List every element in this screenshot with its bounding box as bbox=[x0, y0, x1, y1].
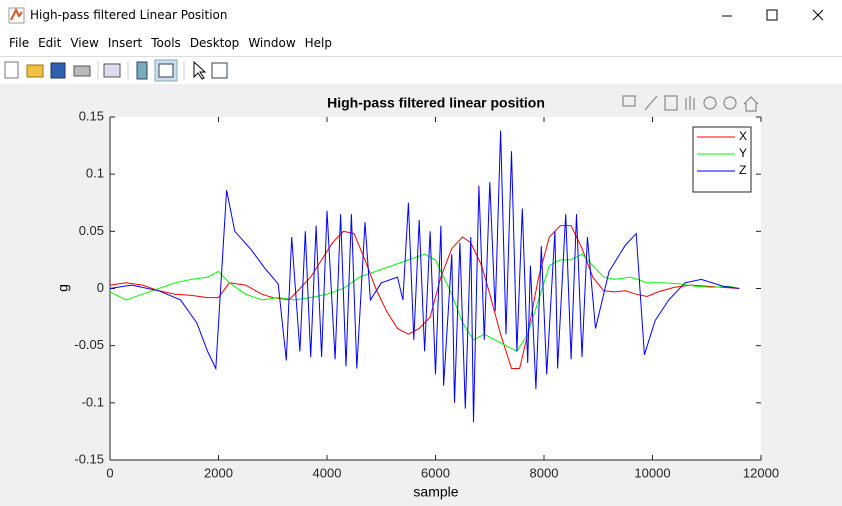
save-icon[interactable] bbox=[50, 62, 66, 79]
menu-item[interactable]: Insert bbox=[107, 36, 143, 50]
y-axis-label: g bbox=[55, 284, 71, 292]
axes-toolbar bbox=[622, 95, 759, 112]
toolbar bbox=[0, 56, 842, 85]
menu-item[interactable]: Edit bbox=[38, 36, 62, 50]
menu-item[interactable]: Help bbox=[304, 36, 332, 50]
x-tick-label: 0 bbox=[106, 465, 113, 480]
new-icon[interactable] bbox=[4, 61, 19, 79]
legend-box bbox=[692, 126, 752, 193]
pointer-icon[interactable] bbox=[193, 60, 207, 80]
print-icon[interactable] bbox=[73, 65, 91, 77]
title-bar: High-pass filtered Linear Position bbox=[0, 0, 842, 32]
app-icon-mark bbox=[10, 7, 23, 21]
close[interactable] bbox=[812, 9, 824, 21]
pan-icon[interactable] bbox=[685, 96, 695, 110]
x-tick-label: 10000 bbox=[634, 465, 670, 480]
series-line bbox=[109, 253, 740, 353]
datatip-icon[interactable] bbox=[664, 95, 678, 111]
menu-item[interactable]: File bbox=[9, 36, 30, 50]
zoom-in-icon[interactable] bbox=[703, 96, 717, 110]
inspector-icon[interactable] bbox=[211, 62, 228, 79]
y-tick-label: 0.1 bbox=[86, 166, 104, 181]
menu-item[interactable]: Window bbox=[248, 36, 296, 50]
x-tick-label: 12000 bbox=[743, 465, 779, 480]
y-tick-label: 0.05 bbox=[79, 223, 104, 238]
x-tick-label: 8000 bbox=[530, 465, 559, 480]
home-icon[interactable] bbox=[743, 96, 759, 112]
title-icons bbox=[8, 7, 824, 24]
figure: High-pass filtered linear position sampl… bbox=[0, 84, 842, 506]
link-icon[interactable] bbox=[103, 63, 121, 78]
toolbar-icons bbox=[4, 59, 228, 82]
legend-label: Y bbox=[739, 146, 747, 160]
menu-bar: File Edit View Insert Tools Desktop Window Help bbox=[0, 32, 842, 56]
y-tick-label: -0.15 bbox=[74, 451, 104, 466]
x-axis-label: sample bbox=[413, 484, 458, 500]
x-tick-label: 6000 bbox=[421, 465, 450, 480]
open-icon[interactable] bbox=[26, 64, 44, 78]
menu-item[interactable]: Tools bbox=[151, 36, 181, 50]
app-icon bbox=[8, 7, 25, 24]
y-tick-label: 0 bbox=[97, 280, 104, 295]
y-tick-label: -0.1 bbox=[82, 394, 104, 409]
maximize[interactable] bbox=[766, 9, 778, 21]
menu-item[interactable]: View bbox=[70, 36, 99, 50]
series-line bbox=[109, 130, 740, 423]
legend-icon bbox=[158, 63, 174, 78]
zoom-out-icon[interactable] bbox=[723, 96, 737, 110]
y-tick-label: -0.05 bbox=[74, 337, 104, 352]
legend-label: X bbox=[739, 129, 747, 143]
colorbar-icon[interactable] bbox=[136, 61, 148, 80]
x-tick-label: 2000 bbox=[204, 465, 233, 480]
brush-icon[interactable] bbox=[644, 95, 658, 111]
export-icon[interactable] bbox=[622, 95, 636, 107]
x-tick-label: 4000 bbox=[313, 465, 342, 480]
axes-bg bbox=[110, 117, 761, 460]
y-tick-label: 0.15 bbox=[79, 108, 104, 123]
window-title: High-pass filtered Linear Position bbox=[30, 8, 228, 22]
legend-label: Z bbox=[739, 163, 746, 177]
series-line bbox=[109, 225, 740, 369]
chart-title: High-pass filtered linear position bbox=[327, 95, 545, 111]
menu-item[interactable]: Desktop bbox=[189, 36, 240, 50]
